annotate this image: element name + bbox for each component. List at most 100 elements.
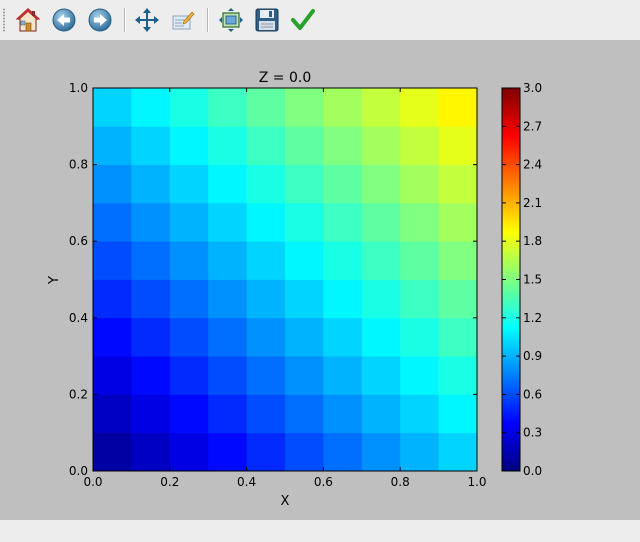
heatmap-cell <box>93 88 132 127</box>
heatmap-cell <box>285 394 324 434</box>
heatmap-cell <box>131 279 171 319</box>
heatmap-cell <box>93 241 132 280</box>
heatmap-cell <box>169 279 209 319</box>
heatmap-cell <box>323 164 363 204</box>
heatmap-cell <box>400 394 439 434</box>
heatmap-cell <box>169 356 209 395</box>
heatmap-cell <box>93 164 132 204</box>
heatmap-cell <box>169 432 209 472</box>
toolbar-separator <box>124 8 125 32</box>
y-tick-label: 0.8 <box>69 158 88 172</box>
heatmap-cell <box>169 394 209 434</box>
heatmap-cell <box>361 241 401 280</box>
pan-button[interactable] <box>133 6 161 34</box>
heatmap-cell <box>323 88 363 127</box>
heatmap-cell <box>93 279 132 319</box>
y-tick-label: 0.6 <box>69 234 88 248</box>
heatmap-cell <box>208 394 247 434</box>
heatmap-cell <box>361 164 401 204</box>
heatmap-cell <box>208 356 247 395</box>
heatmap-cell <box>323 394 363 434</box>
toolbar-separator <box>207 8 208 32</box>
heatmap-cell <box>93 317 132 357</box>
heatmap-cell <box>246 164 286 204</box>
heatmap-cell <box>246 432 286 472</box>
heatmap-cell <box>323 279 363 319</box>
navigation-toolbar <box>0 0 640 40</box>
heatmap-cell <box>208 202 247 242</box>
heatmap-cell <box>438 356 478 395</box>
colorbar-axis: 0.0 0.3 0.6 0.9 1.2 1.5 1.8 2.1 2.4 2.7 3.0 <box>502 81 542 478</box>
plot-frame <box>92 87 478 472</box>
heatmap-cell <box>438 432 478 472</box>
check-icon <box>291 9 315 30</box>
heatmap-cell <box>400 202 439 242</box>
heatmap-cell <box>361 202 401 242</box>
heatmap-cell <box>169 202 209 242</box>
heatmap-chart: Z = 0.0 0.0 0.2 0.4 0.6 0.8 1.0 0.00.20.40.60… <box>47 70 542 509</box>
heatmap-cell <box>285 164 324 204</box>
heatmap-cell <box>131 432 171 472</box>
heatmap-cell <box>361 279 401 319</box>
heatmap-cell <box>208 432 247 472</box>
heatmap-cell <box>400 317 439 357</box>
colorbar-tick-label: 1.2 <box>523 311 542 325</box>
heatmap-cell <box>169 88 209 127</box>
home-icon <box>15 8 41 32</box>
colorbar-tick-label: 2.4 <box>523 158 542 172</box>
heatmap-cell <box>361 126 401 165</box>
heatmap-cell <box>438 317 478 357</box>
heatmap-cell <box>246 317 286 357</box>
heatmap-cell <box>285 126 324 165</box>
heatmap-cell <box>131 126 171 165</box>
y-axis-label: Y <box>47 276 62 285</box>
heatmap-cell <box>323 432 363 472</box>
configure-subplots-button[interactable] <box>169 6 197 34</box>
heatmap-cell <box>323 241 363 280</box>
heatmap-cell <box>438 126 478 165</box>
heatmap-cell <box>285 241 324 280</box>
heatmap-cell <box>323 356 363 395</box>
heatmap-cell <box>400 279 439 319</box>
colorbar-tick-label: 0.3 <box>523 426 542 440</box>
heatmap-cell <box>323 202 363 242</box>
heatmap-cell <box>400 126 439 165</box>
back-button[interactable] <box>50 6 78 34</box>
heatmap-cell <box>131 202 171 242</box>
zoom-to-rect-button[interactable] <box>217 6 245 34</box>
figure-canvas[interactable]: Z = 0.0 0.0 0.2 0.4 0.6 0.8 1.0 0.0 0.2 0.4 0.6 0… <box>0 40 640 520</box>
heatmap-cell <box>438 394 478 434</box>
y-tick-label: 0.0 <box>69 464 88 478</box>
colorbar-tick-label: 0.0 <box>523 464 542 478</box>
save-button[interactable] <box>253 6 281 34</box>
heatmap-cell <box>438 164 478 204</box>
colorbar-tick-label: 0.6 <box>523 387 542 401</box>
heatmap-cell <box>208 88 247 127</box>
heatmap-cell <box>131 164 171 204</box>
heatmap-cell <box>285 202 324 242</box>
heatmap-cell <box>246 356 286 395</box>
colorbar-tick-label: 1.8 <box>523 234 542 248</box>
heatmap-cell <box>93 126 132 165</box>
heatmap-cell <box>438 241 478 280</box>
heatmap-cell <box>285 317 324 357</box>
heatmap-cell <box>400 88 439 127</box>
heatmap-cell <box>400 241 439 280</box>
x-tick-label: 0.6 <box>314 475 333 489</box>
heatmap-cells <box>93 88 478 472</box>
heatmap-cell <box>131 394 171 434</box>
y-tick-label: 1.0 <box>69 81 88 95</box>
forward-button[interactable] <box>86 6 114 34</box>
heatmap-cell <box>285 356 324 395</box>
heatmap-cell <box>93 356 132 395</box>
heatmap-cell <box>131 317 171 357</box>
heatmap-cell <box>246 241 286 280</box>
heatmap-cell <box>246 279 286 319</box>
toolbar-grip[interactable] <box>3 8 5 32</box>
heatmap-cell <box>169 164 209 204</box>
x-tick-label: 1.0 <box>467 475 486 489</box>
save-icon <box>255 8 279 32</box>
heatmap-cell <box>93 202 132 242</box>
home-button[interactable] <box>14 6 42 34</box>
check-button[interactable] <box>289 6 317 34</box>
